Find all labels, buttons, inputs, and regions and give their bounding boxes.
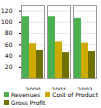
- svg-text:20: 20: [5, 63, 13, 70]
- svg-text:2001: 2001: [51, 86, 66, 90]
- svg-text:100: 100: [1, 18, 13, 25]
- svg-text:40: 40: [5, 52, 13, 59]
- html-text:Revenues: Revenues: [11, 91, 41, 98]
- svg-text:2000: 2000: [25, 86, 40, 90]
- svg-text:2002: 2002: [77, 86, 92, 90]
- svg-text:60: 60: [5, 41, 13, 48]
- html-text:Cost of Product: Cost of Product: [52, 91, 98, 98]
- html-text:Gross Profit: Gross Profit: [11, 99, 46, 106]
- svg-text:80: 80: [5, 29, 13, 36]
- svg-text:120: 120: [1, 7, 13, 14]
